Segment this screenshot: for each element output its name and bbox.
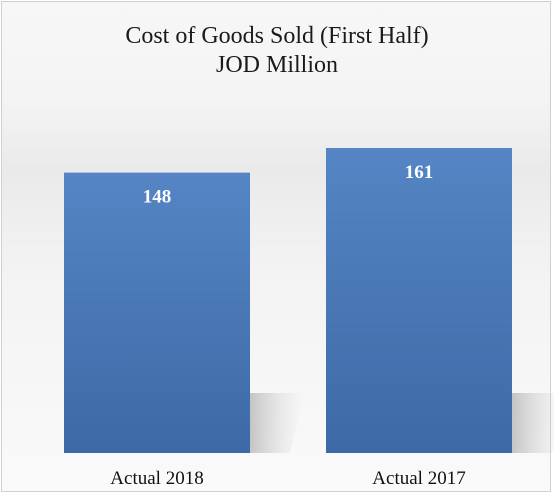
bar: [64, 172, 250, 454]
bar-shadow: [250, 393, 305, 453]
data-label: 148: [143, 187, 172, 208]
chart-subtitle: JOD Million: [215, 52, 338, 78]
category-label: Actual 2018: [110, 468, 203, 489]
chart-title-block: Cost of Goods Sold (First Half) JOD Mill…: [0, 22, 554, 80]
chart-title: Cost of Goods Sold (First Half): [125, 23, 429, 49]
category-label: Actual 2017: [372, 468, 465, 489]
bar-shadow: [512, 393, 554, 453]
bar: [326, 148, 512, 453]
data-label: 161: [405, 162, 434, 183]
